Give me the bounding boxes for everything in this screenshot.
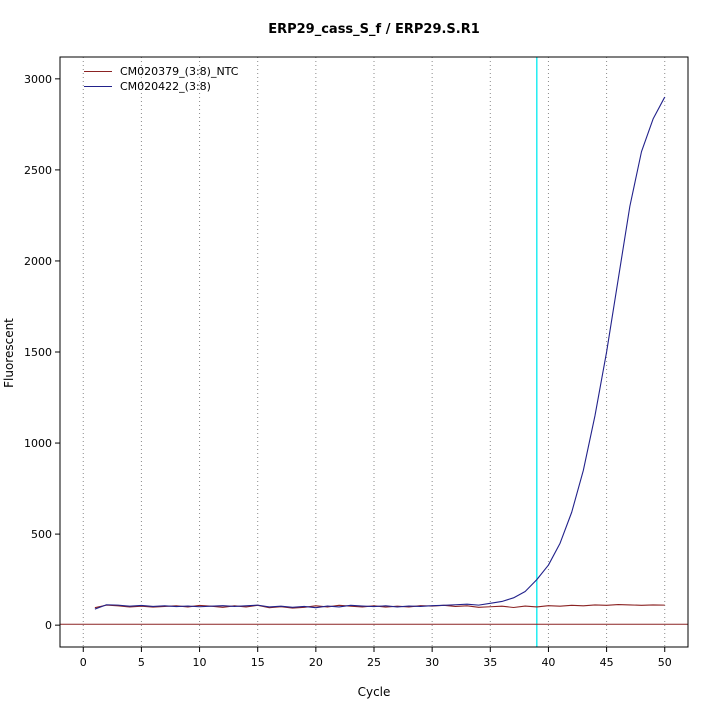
x-axis-label: Cycle [357,685,391,699]
legend: CM020379_(3:8)_NTC CM020422_(3:8) [84,64,238,94]
x-tick-label: 20 [309,656,323,669]
y-axis-label: Fluorescent [2,318,16,388]
legend-line-swatch-ntc [84,71,112,72]
legend-item-sample: CM020422_(3:8) [84,79,238,94]
x-tick-label: 40 [541,656,555,669]
x-tick-label: 30 [425,656,439,669]
x-tick-label: 35 [483,656,497,669]
x-tick-label: 0 [80,656,87,669]
legend-label-ntc: CM020379_(3:8)_NTC [120,65,239,78]
x-tick-label: 50 [658,656,672,669]
x-tick-label: 25 [367,656,381,669]
legend-line-swatch-sample [84,86,112,87]
gridlines [82,57,666,647]
legend-item-ntc: CM020379_(3:8)_NTC [84,64,238,79]
y-tick-label: 3000 [24,73,52,86]
x-tick-label: 5 [138,656,145,669]
y-tick-label: 1000 [24,437,52,450]
x-axis-ticks: 0 5 10 15 20 25 30 35 40 45 50 [80,647,672,669]
y-tick-label: 2000 [24,255,52,268]
x-tick-label: 15 [251,656,265,669]
x-tick-label: 45 [600,656,614,669]
series-lines [94,96,666,610]
series-line-1 [94,96,666,610]
y-tick-label: 1500 [24,346,52,359]
y-tick-label: 2500 [24,164,52,177]
y-tick-label: 0 [45,619,52,632]
y-axis-ticks: 0 500 1000 1500 2000 2500 3000 [24,73,60,632]
legend-label-sample: CM020422_(3:8) [120,80,211,93]
x-tick-label: 10 [193,656,207,669]
chart-title: ERP29_cass_S_f / ERP29.S.R1 [268,22,480,37]
y-tick-label: 500 [31,528,52,541]
